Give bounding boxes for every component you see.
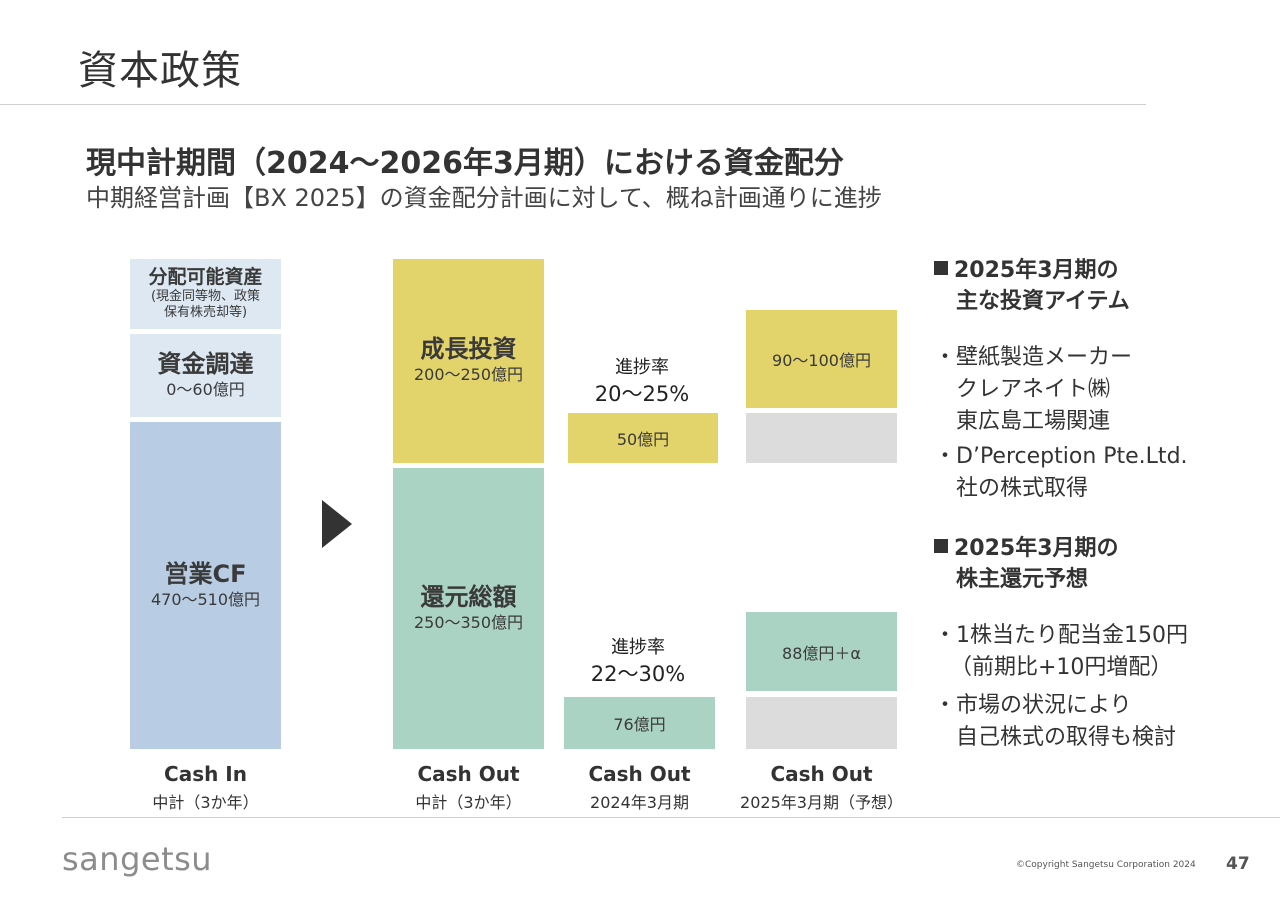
total-return-title: 還元総額 bbox=[420, 582, 517, 611]
return-item-2-line-1: 市場の状況により bbox=[956, 693, 1132, 718]
return-2025-amount: 88億円＋α bbox=[782, 643, 861, 663]
operating-cf-amount: 470～510億円 bbox=[150, 589, 261, 609]
growth-2024-box: 50億円 bbox=[568, 413, 718, 463]
page-title: 資本政策 bbox=[78, 48, 242, 94]
return-heading-line-2: 株主還元予想 bbox=[956, 566, 1089, 592]
cash-out-2024-label: Cash Out 2024年3月期 bbox=[564, 762, 715, 813]
investment-heading-line-2: 主な投資アイテム bbox=[956, 288, 1130, 314]
cash-out-2024-label-main: Cash Out bbox=[588, 762, 691, 786]
square-bullet-icon bbox=[934, 261, 948, 275]
funding-box: 資金調達 0～60億円 bbox=[130, 334, 281, 417]
cash-out-plan-label-main: Cash Out bbox=[417, 762, 520, 786]
operating-cf-title: 営業CF bbox=[164, 559, 247, 588]
cash-out-2025-label-sub: 2025年3月期（予想） bbox=[740, 793, 903, 812]
investment-item-2-line-2: 社の株式取得 bbox=[956, 475, 1089, 501]
growth-2025-remaining-box bbox=[746, 413, 897, 463]
return-2024-box: 76億円 bbox=[564, 697, 715, 749]
cash-in-label-sub: 中計（3か年） bbox=[152, 793, 259, 812]
return-item-2: ・市場の状況により 自己株式の取得も検討 bbox=[934, 690, 1176, 754]
growth-progress-rate: 進捗率 20～25% bbox=[562, 356, 722, 409]
investment-item-1-line-3: 東広島工場関連 bbox=[956, 408, 1111, 434]
return-item-2-line-2: 自己株式の取得も検討 bbox=[956, 724, 1177, 750]
growth-investment-title: 成長投資 bbox=[420, 335, 517, 364]
growth-progress-rate-label: 進捗率 bbox=[615, 357, 669, 378]
title-divider bbox=[0, 104, 1146, 105]
funding-title: 資金調達 bbox=[157, 349, 254, 378]
company-logo: sangetsu bbox=[62, 840, 213, 878]
growth-investment-amount: 200～250億円 bbox=[413, 365, 524, 385]
investment-heading-line-1: 2025年3月期の bbox=[954, 258, 1119, 283]
cash-out-2024-label-sub: 2024年3月期 bbox=[590, 793, 689, 812]
return-item-1-line-1: 1株当たり配当金150円 bbox=[956, 623, 1189, 648]
total-return-box: 還元総額 250～350億円 bbox=[393, 468, 544, 749]
investment-item-1: ・壁紙製造メーカー クレアネイト㈱ 東広島工場関連 bbox=[934, 342, 1132, 438]
distributable-assets-note-2: 保有株売却等) bbox=[163, 305, 248, 321]
square-bullet-icon bbox=[934, 539, 948, 553]
investment-item-1-line-1: 壁紙製造メーカー bbox=[956, 345, 1133, 370]
return-2024-amount: 76億円 bbox=[613, 715, 666, 734]
return-2025-remaining-box bbox=[746, 697, 897, 749]
section-heading: 現中計期間（2024～2026年3月期）における資金配分 bbox=[86, 146, 844, 181]
section-subheading: 中期経営計画【BX 2025】の資金配分計画に対して、概ね計画通りに進捗 bbox=[86, 184, 882, 212]
investment-item-2-line-1: D’Perception Pte.Ltd. bbox=[956, 444, 1188, 469]
return-item-1: ・1株当たり配当金150円 （前期比+10円増配） bbox=[934, 620, 1188, 684]
growth-progress-rate-value: 20～25% bbox=[594, 382, 690, 407]
cash-out-plan-label: Cash Out 中計（3か年） bbox=[393, 762, 544, 813]
funding-amount: 0～60億円 bbox=[166, 379, 245, 399]
investment-items-heading: 2025年3月期の 主な投資アイテム bbox=[934, 256, 1130, 318]
return-progress-rate-value: 22～30% bbox=[590, 662, 686, 687]
cash-out-2025-label-main: Cash Out bbox=[770, 762, 873, 786]
flow-arrow-icon bbox=[322, 500, 352, 548]
investment-item-2: ・D’Perception Pte.Ltd. 社の株式取得 bbox=[934, 441, 1188, 505]
growth-2024-amount: 50億円 bbox=[616, 430, 670, 449]
total-return-amount: 250～350億円 bbox=[413, 612, 524, 632]
return-2025-box: 88億円＋α bbox=[746, 612, 897, 691]
growth-2025-box: 90～100億円 bbox=[746, 310, 897, 408]
distributable-assets-title: 分配可能資産 bbox=[148, 265, 263, 288]
cash-out-plan-label-sub: 中計（3か年） bbox=[415, 793, 522, 812]
investment-item-1-line-2: クレアネイト㈱ bbox=[956, 376, 1111, 402]
cash-in-label: Cash In 中計（3か年） bbox=[130, 762, 281, 813]
return-forecast-heading: 2025年3月期の 株主還元予想 bbox=[934, 534, 1119, 596]
distributable-assets-note-1: (現金同等物、政策 bbox=[150, 288, 261, 304]
growth-investment-box: 成長投資 200～250億円 bbox=[393, 259, 544, 463]
distributable-assets-box: 分配可能資産 (現金同等物、政策 保有株売却等) bbox=[130, 259, 281, 329]
copyright-notice: ©Copyright Sangetsu Corporation 2024 bbox=[1016, 860, 1196, 870]
growth-2025-amount: 90～100億円 bbox=[772, 351, 871, 370]
return-progress-rate: 進捗率 22～30% bbox=[558, 636, 718, 689]
return-item-1-line-2: （前期比+10円増配） bbox=[950, 654, 1173, 680]
cash-in-label-main: Cash In bbox=[164, 762, 247, 786]
footer-divider bbox=[62, 817, 1280, 818]
operating-cf-box: 営業CF 470～510億円 bbox=[130, 422, 281, 749]
cash-out-2025-label: Cash Out 2025年3月期（予想） bbox=[731, 762, 912, 813]
return-heading-line-1: 2025年3月期の bbox=[954, 536, 1119, 561]
page-number: 47 bbox=[1226, 854, 1250, 874]
return-progress-rate-label: 進捗率 bbox=[611, 637, 665, 658]
